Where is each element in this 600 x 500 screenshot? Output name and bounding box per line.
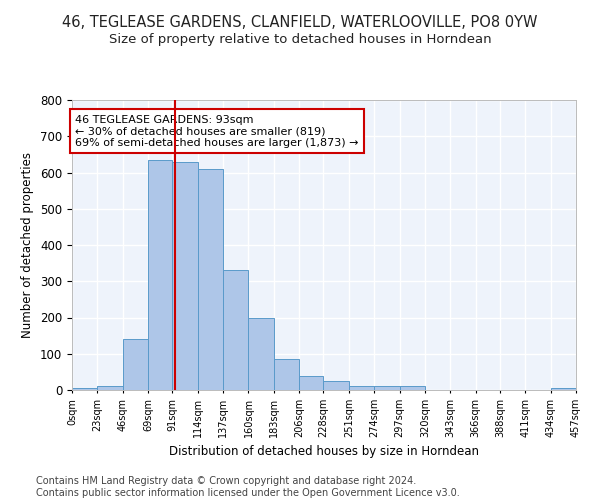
Text: 46 TEGLEASE GARDENS: 93sqm
← 30% of detached houses are smaller (819)
69% of sem: 46 TEGLEASE GARDENS: 93sqm ← 30% of deta…	[76, 114, 359, 148]
Bar	[551, 388, 576, 390]
Text: Size of property relative to detached houses in Horndean: Size of property relative to detached ho…	[109, 32, 491, 46]
Bar	[172, 162, 198, 390]
Bar	[248, 318, 274, 390]
Text: 46, TEGLEASE GARDENS, CLANFIELD, WATERLOOVILLE, PO8 0YW: 46, TEGLEASE GARDENS, CLANFIELD, WATERLO…	[62, 15, 538, 30]
Text: Contains HM Land Registry data © Crown copyright and database right 2024.
Contai: Contains HM Land Registry data © Crown c…	[36, 476, 460, 498]
Bar	[323, 381, 349, 390]
Bar	[349, 386, 374, 390]
Bar	[123, 339, 148, 390]
Bar	[400, 386, 425, 390]
Bar	[198, 169, 223, 390]
Bar	[148, 160, 172, 390]
Bar	[274, 359, 299, 390]
Y-axis label: Number of detached properties: Number of detached properties	[22, 152, 34, 338]
Bar	[299, 376, 323, 390]
Bar	[72, 388, 97, 390]
Bar	[97, 386, 123, 390]
X-axis label: Distribution of detached houses by size in Horndean: Distribution of detached houses by size …	[169, 446, 479, 458]
Bar	[374, 386, 400, 390]
Bar	[223, 270, 248, 390]
